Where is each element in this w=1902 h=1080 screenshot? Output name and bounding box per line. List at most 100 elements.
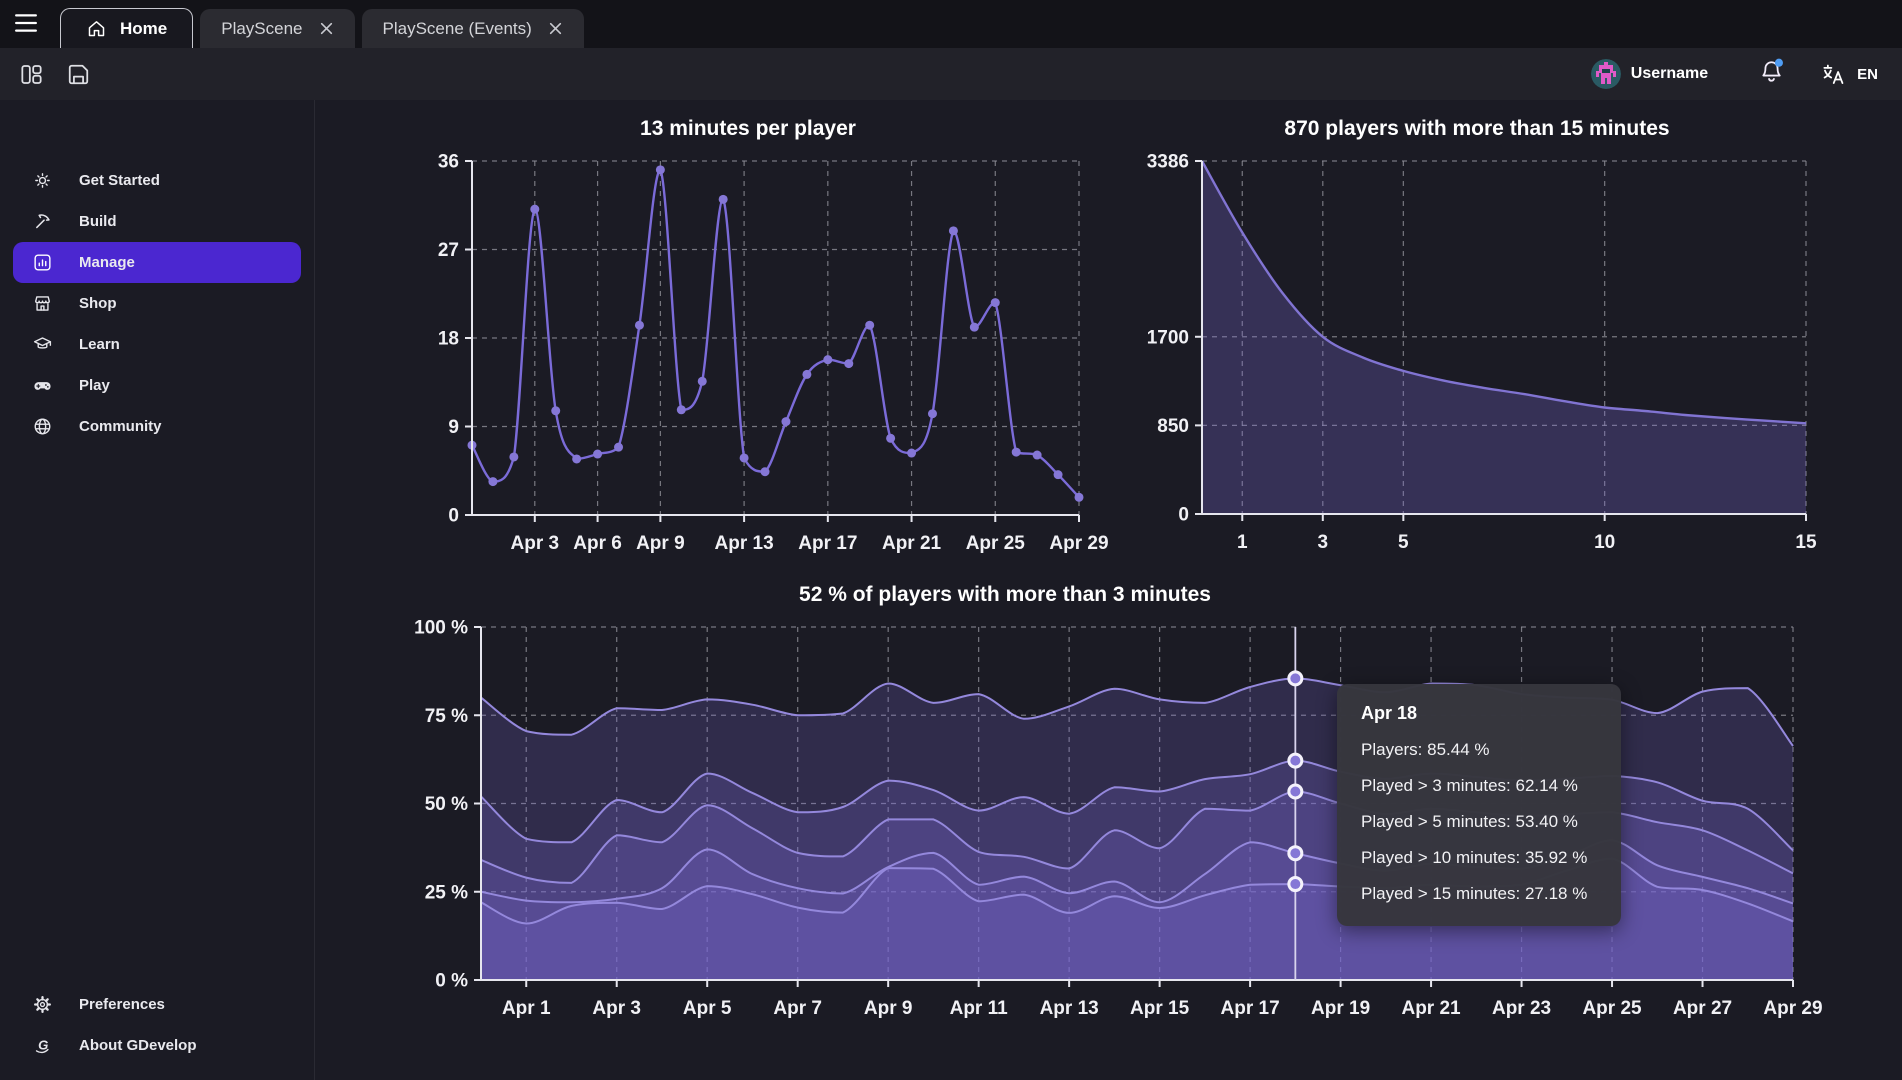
tooltip-row: Played > 3 minutes: 62.14 % [1361, 776, 1578, 795]
close-icon [549, 22, 561, 35]
sidebar-footer: Preferences G About GDevelop [0, 984, 314, 1066]
svg-text:13 minutes per player: 13 minutes per player [640, 117, 856, 140]
tab-home[interactable]: Home [60, 8, 194, 48]
svg-text:52 % of players with more than: 52 % of players with more than 3 minutes [799, 583, 1211, 606]
sidebar-nav: Get Started Build Manage [0, 160, 314, 447]
sidebar-item-preferences[interactable]: Preferences [13, 984, 301, 1025]
svg-text:27: 27 [438, 240, 459, 261]
toggle-panels-button[interactable] [17, 60, 46, 89]
tooltip-date: Apr 18 [1361, 703, 1418, 723]
svg-text:Apr 3: Apr 3 [511, 533, 560, 554]
svg-text:Apr 9: Apr 9 [636, 533, 685, 554]
svg-text:18: 18 [438, 329, 459, 350]
svg-text:1700: 1700 [1147, 327, 1189, 348]
svg-text:5: 5 [1398, 532, 1409, 553]
svg-text:Apr 21: Apr 21 [882, 533, 942, 554]
translate-icon [1823, 64, 1844, 84]
sidebar-item-get-started[interactable]: Get Started [13, 160, 301, 201]
svg-text:Apr 13: Apr 13 [1040, 998, 1099, 1019]
gamepad-icon [31, 375, 53, 396]
bar-chart-icon [31, 252, 53, 273]
svg-text:15: 15 [1795, 532, 1817, 553]
sidebar-item-label: Preferences [79, 996, 165, 1013]
chart-players-retention[interactable]: 0 % 25 % 50 % 75 % 100 % Apr 1 Apr 3 Apr 5 Apr 7… [360, 575, 1860, 1050]
svg-text:Apr 25: Apr 25 [1582, 998, 1642, 1019]
sidebar-item-about-gdevelop[interactable]: G About GDevelop [13, 1025, 301, 1066]
svg-text:1: 1 [1237, 532, 1248, 553]
svg-text:Apr 19: Apr 19 [1311, 998, 1370, 1019]
toolbar: Username EN [0, 48, 1902, 100]
svg-text:100 %: 100 % [414, 618, 468, 639]
globe-icon [31, 416, 53, 437]
home-icon [88, 21, 105, 37]
sidebar-item-label: Get Started [79, 172, 160, 189]
svg-text:36: 36 [438, 152, 459, 173]
graduation-cap-icon [31, 334, 53, 355]
notifications-button[interactable] [1758, 58, 1785, 90]
gear-icon [31, 994, 53, 1015]
menu-button[interactable] [11, 11, 41, 37]
sidebar-item-label: Community [79, 418, 162, 435]
tab-playscene-events[interactable]: PlayScene (Events) [361, 9, 584, 48]
svg-text:Apr 25: Apr 25 [966, 533, 1026, 554]
hamburger-icon [15, 14, 37, 32]
avatar[interactable] [1590, 59, 1621, 89]
chart-players-over-15-minutes[interactable]: 0 850 1700 3386 1 3 5 10 15 870 players with more… [1140, 95, 1870, 565]
tab-bar: Home PlayScene PlayScene (Events) [0, 0, 1902, 48]
svg-text:3386: 3386 [1147, 152, 1189, 173]
svg-text:Apr 9: Apr 9 [864, 998, 913, 1019]
svg-text:50 %: 50 % [425, 794, 468, 815]
svg-text:Apr 21: Apr 21 [1401, 998, 1461, 1019]
svg-text:G: G [38, 1037, 48, 1052]
svg-text:Apr 6: Apr 6 [573, 533, 622, 554]
sidebar-item-manage[interactable]: Manage [13, 242, 301, 283]
chart-minutes-per-player[interactable]: 0 9 18 27 36 Apr 3 Apr 6 Apr 9 Apr 13 Apr 17 Apr 2… [350, 95, 1110, 565]
tab-strip: Home PlayScene PlayScene (Events) [60, 8, 584, 48]
avatar-pixel-character [1590, 59, 1621, 89]
notification-dot [1775, 58, 1784, 67]
language-code-label: EN [1857, 65, 1878, 83]
svg-text:Apr 29: Apr 29 [1763, 998, 1822, 1019]
close-tab-button[interactable] [548, 21, 563, 36]
language-selector[interactable]: EN [1821, 62, 1878, 87]
toolbar-left-icons [17, 60, 93, 89]
sidebar-item-label: About GDevelop [79, 1037, 197, 1054]
sidebar-item-play[interactable]: Play [13, 365, 301, 406]
svg-text:Apr 15: Apr 15 [1130, 998, 1190, 1019]
close-icon [320, 22, 332, 35]
username-label[interactable]: Username [1630, 65, 1709, 82]
tab-label: Home [120, 18, 168, 38]
save-icon [68, 64, 89, 84]
svg-text:0 %: 0 % [435, 971, 468, 992]
svg-text:Apr 5: Apr 5 [683, 998, 732, 1019]
tooltip-row: Played > 5 minutes: 53.40 % [1361, 812, 1578, 831]
save-button[interactable] [64, 60, 93, 89]
panels-icon [21, 64, 42, 84]
svg-text:Apr 11: Apr 11 [950, 998, 1009, 1019]
svg-text:0: 0 [448, 506, 459, 527]
svg-text:Apr 3: Apr 3 [592, 998, 641, 1019]
pickaxe-icon [31, 211, 53, 232]
svg-text:Apr 1: Apr 1 [502, 998, 551, 1019]
svg-text:Apr 29: Apr 29 [1049, 533, 1108, 554]
svg-text:Apr 27: Apr 27 [1673, 998, 1732, 1019]
sidebar-item-label: Build [79, 213, 117, 230]
tab-playscene[interactable]: PlayScene [200, 9, 355, 48]
tooltip-row: Players: 85.44 % [1361, 740, 1490, 759]
svg-text:9: 9 [448, 417, 459, 438]
svg-text:75 %: 75 % [425, 706, 468, 727]
chart-tooltip: Apr 18 Players: 85.44 % Played > 3 minut… [1337, 684, 1621, 926]
sidebar-item-community[interactable]: Community [13, 406, 301, 447]
svg-text:Apr 7: Apr 7 [773, 998, 822, 1019]
svg-text:Apr 13: Apr 13 [715, 533, 774, 554]
sidebar-item-shop[interactable]: Shop [13, 283, 301, 324]
svg-text:870 players with more than 15: 870 players with more than 15 minutes [1284, 117, 1669, 140]
sidebar-item-label: Learn [79, 336, 120, 353]
close-tab-button[interactable] [319, 21, 334, 36]
sidebar-item-learn[interactable]: Learn [13, 324, 301, 365]
sidebar-item-build[interactable]: Build [13, 201, 301, 242]
svg-text:Apr 17: Apr 17 [798, 533, 857, 554]
sidebar: Get Started Build Manage [0, 100, 315, 1080]
svg-text:3: 3 [1318, 532, 1329, 553]
storefront-icon [31, 293, 53, 314]
